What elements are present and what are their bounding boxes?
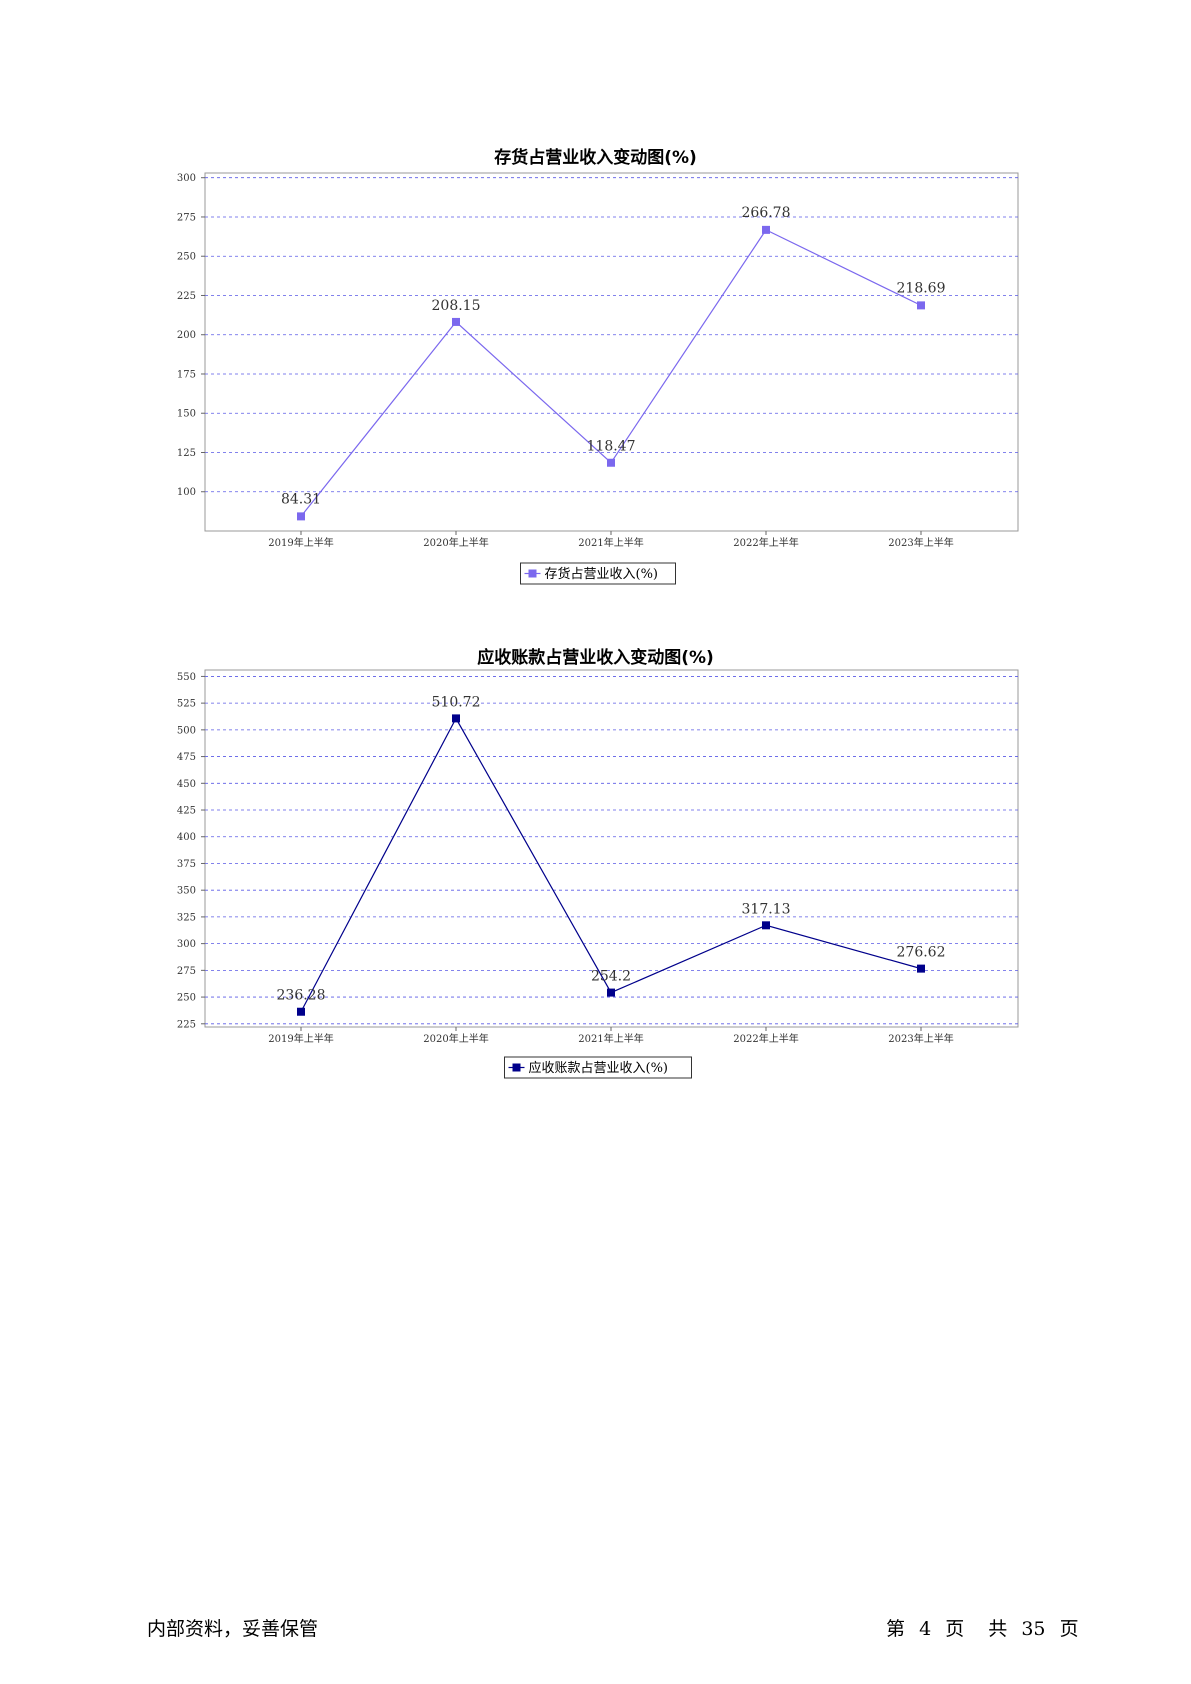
- page-prefix: 第: [886, 1618, 906, 1640]
- data-point: [762, 921, 770, 930]
- y-tick-label: 225: [177, 1019, 196, 1030]
- y-tick-label: 325: [177, 912, 196, 923]
- legend-label: 应收账款占营业收入(%): [529, 1060, 669, 1076]
- footer-left: 内部资料，妥善保管: [147, 1618, 319, 1640]
- legend-marker: [512, 1063, 521, 1072]
- y-tick-label: 525: [177, 699, 196, 710]
- y-tick-label: 100: [177, 487, 196, 498]
- y-tick-label: 375: [177, 859, 196, 870]
- y-tick-label: 500: [177, 725, 196, 736]
- x-tick-label: 2022年上半年: [733, 536, 798, 549]
- inventory-chart: 存货占营业收入变动图(%) 100 125 150 175 200 225 250 275 30…: [0, 0, 1191, 600]
- page-number: 4: [919, 1618, 932, 1640]
- y-tick-label: 250: [177, 252, 196, 263]
- y-tick-label: 300: [177, 173, 196, 184]
- data-point: [762, 225, 770, 234]
- data-point: [917, 301, 925, 310]
- data-label: 208.15: [432, 298, 481, 314]
- y-tick-label: 275: [177, 966, 196, 977]
- y-tick-label: 250: [177, 993, 196, 1004]
- plot-area: [204, 669, 1019, 1028]
- y-tick-label: 275: [177, 212, 196, 223]
- y-tick-label: 150: [177, 409, 196, 420]
- x-tick-label: 2021年上半年: [578, 1032, 643, 1045]
- plot-area: [204, 172, 1019, 532]
- data-label: 266.78: [742, 205, 791, 221]
- x-tick-label: 2019年上半年: [268, 536, 333, 549]
- data-point: [607, 988, 615, 997]
- y-tick-label: 425: [177, 806, 196, 817]
- y-tick-label: 175: [177, 369, 196, 380]
- receivables-chart-svg: 225 250 275 300 325 350 375 400 425 450 475 500 525 5…: [177, 669, 1019, 1079]
- data-label: 510.72: [432, 694, 481, 710]
- data-point: [297, 1007, 305, 1016]
- data-point: [297, 512, 305, 521]
- x-tick-label: 2023年上半年: [888, 536, 953, 549]
- y-tick-label: 400: [177, 832, 196, 843]
- legend-label: 存货占营业收入(%): [545, 566, 659, 582]
- chart-title: 应收账款占营业收入变动图(%): [477, 648, 714, 668]
- y-tick-label: 475: [177, 752, 196, 763]
- y-tick-label: 450: [177, 779, 196, 790]
- footer-page-info: 第 4 页 共 35 页: [886, 1614, 1079, 1641]
- y-tick-label: 550: [177, 672, 196, 683]
- data-label: 276.62: [897, 945, 946, 961]
- y-tick-label: 350: [177, 886, 196, 897]
- x-tick-label: 2023年上半年: [888, 1032, 953, 1045]
- total-pages: 35: [1021, 1618, 1046, 1640]
- total-prefix: 共: [988, 1618, 1008, 1640]
- data-point: [917, 964, 925, 973]
- data-label: 118.47: [587, 439, 636, 455]
- legend-marker: [528, 569, 537, 578]
- y-tick-label: 300: [177, 939, 196, 950]
- data-point: [452, 714, 460, 723]
- data-label: 236.28: [277, 988, 326, 1004]
- page-suffix: 页: [945, 1618, 965, 1640]
- y-tick-label: 225: [177, 291, 196, 302]
- chart-title: 存货占营业收入变动图(%): [494, 148, 697, 168]
- x-tick-label: 2020年上半年: [423, 1032, 488, 1045]
- data-point: [607, 458, 615, 467]
- data-label: 218.69: [897, 280, 946, 296]
- x-tick-label: 2019年上半年: [268, 1032, 333, 1045]
- legend-box: [520, 562, 676, 585]
- data-point: [452, 317, 460, 326]
- x-tick-label: 2021年上半年: [578, 536, 643, 549]
- y-tick-label: 125: [177, 448, 196, 459]
- x-tick-label: 2020年上半年: [423, 536, 488, 549]
- data-label: 84.31: [281, 491, 321, 507]
- data-label: 317.13: [742, 901, 791, 917]
- x-tick-label: 2022年上半年: [733, 1032, 798, 1045]
- data-label: 254.2: [591, 969, 631, 985]
- receivables-chart: 应收账款占营业收入变动图(%) 225 250 275 300 325 350 375 400…: [177, 648, 1019, 1079]
- total-suffix: 页: [1059, 1618, 1079, 1640]
- y-tick-label: 200: [177, 330, 196, 341]
- inventory-chart-svg: 100 125 150 175 200 225 250 275 300 2019年上半年 2020年…: [177, 172, 1019, 585]
- legend-box: [504, 1056, 692, 1079]
